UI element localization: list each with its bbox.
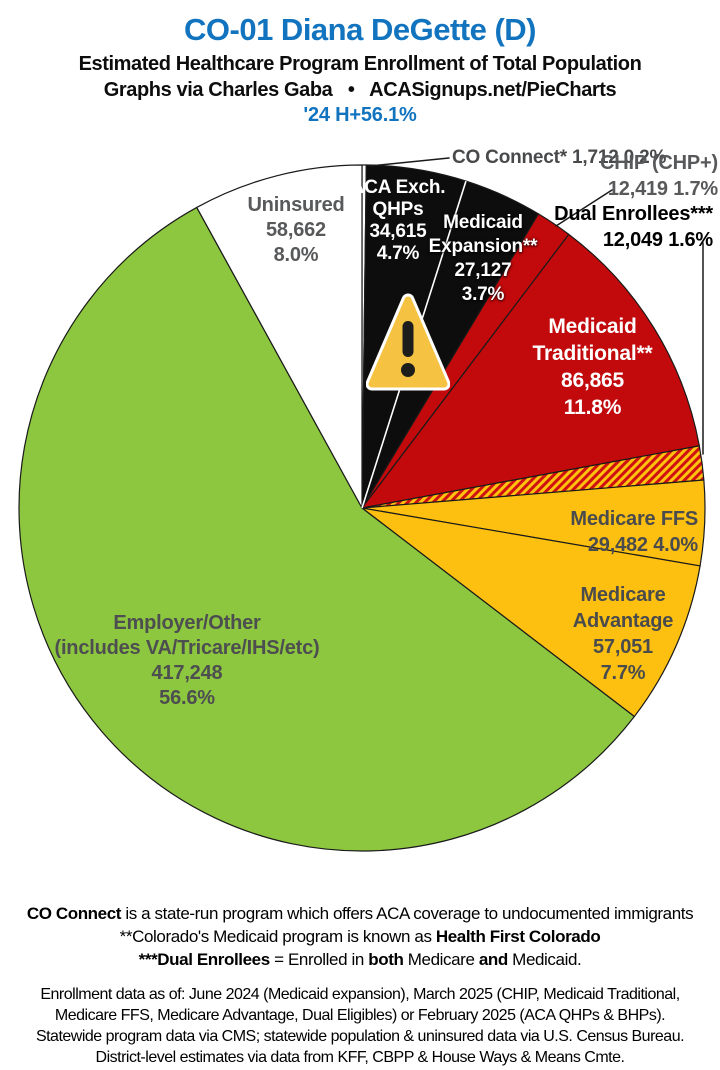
chip-value-pct: 12,419 1.7% — [607, 178, 718, 200]
chip-name: CHIP (CHP+) — [599, 152, 718, 174]
medex-pct: 3.7% — [461, 284, 505, 305]
employer-pct: 56.6% — [159, 687, 215, 709]
footnote-medicaid-name: **Colorado's Medicaid program is known a… — [119, 927, 601, 946]
medadv-name-2: Advantage — [572, 610, 674, 632]
employer-name: Employer/Other — [113, 612, 261, 634]
medtrad-pct: 11.8% — [563, 396, 622, 419]
aca-pct: 4.7% — [376, 243, 420, 264]
data-sources: Enrollment data as of: June 2024 (Medica… — [0, 984, 720, 1068]
medtrad-value: 86,865 — [560, 369, 625, 392]
dual-name: Dual Enrollees*** — [554, 203, 713, 225]
dual-value-pct: 12,049 1.6% — [602, 229, 713, 251]
subtitle: Estimated Healthcare Program Enrollment … — [78, 53, 642, 75]
uninsured-name: Uninsured — [247, 194, 345, 216]
uninsured-pct: 8.0% — [273, 244, 319, 266]
medex-value: 27,127 — [454, 260, 512, 281]
medtrad-name-2: Traditional** — [532, 342, 653, 365]
pie-wedges — [18, 164, 706, 852]
co-connect-label: CO Connect* 1,712 0.2% — [452, 147, 720, 168]
dual-enrollees-label: Dual Enrollees*** 12,049 1.6% — [483, 201, 713, 253]
pie-slice-uninsured — [196, 164, 363, 509]
footnote-co-connect: CO Connect is a state-run program which … — [26, 904, 694, 923]
co-connect-text: CO Connect* 1,712 0.2% — [452, 147, 667, 168]
pie-slice-employer-other-includes-va-tricare-ihs-etc — [18, 206, 635, 852]
medicaid-traditional-label: Medicaid Traditional** 86,865 11.8% — [510, 313, 675, 421]
source-line-1: Enrollment data as of: June 2024 (Medica… — [40, 986, 680, 1003]
aca-name-1: ACA Exch. — [350, 177, 446, 198]
medicare-ffs-label: Medicare FFS 29,482 4.0% — [498, 506, 698, 558]
employer-other-label: Employer/Other (includes VA/Tricare/IHS/… — [32, 611, 342, 711]
pie-slice-medicaid-traditional — [361, 233, 700, 509]
medadv-value: 57,051 — [593, 636, 653, 658]
credit-line: Graphs via Charles Gaba • ACASignups.net… — [103, 79, 617, 101]
aca-qhps-label: ACA Exch. QHPs 34,615 4.7% — [342, 177, 454, 265]
ffs-value-pct: 29,482 4.0% — [587, 534, 698, 556]
h-index-value: '24 H+56.1% — [303, 104, 417, 126]
medadv-pct: 7.7% — [600, 662, 646, 684]
leader-line — [369, 157, 450, 167]
aca-name-2: QHPs — [372, 199, 424, 220]
pie-slice-medicare-advantage — [361, 507, 701, 718]
aca-value: 34,615 — [369, 221, 427, 242]
medadv-name-1: Medicare — [580, 584, 666, 606]
medtrad-name-1: Medicaid — [548, 315, 637, 338]
ffs-name: Medicare FFS — [570, 508, 698, 530]
chip-label: CHIP (CHP+) 12,419 1.7% — [508, 150, 718, 202]
employer-includes: (includes VA/Tricare/IHS/etc) — [54, 637, 320, 659]
warning-icon — [366, 293, 450, 391]
medicare-advantage-label: Medicare Advantage 57,051 7.7% — [548, 582, 698, 686]
source-line-4: District-level estimates via data from K… — [95, 1049, 625, 1066]
source-line-3: Statewide program data via CMS; statewid… — [35, 1028, 685, 1045]
medex-name-2: Expansion** — [428, 236, 538, 257]
source-line-2: Medicare FFS, Medicare Advantage, Dual E… — [54, 1007, 666, 1024]
footnotes: CO Connect is a state-run program which … — [0, 902, 720, 971]
leader-line — [555, 189, 613, 227]
uninsured-value: 58,662 — [266, 219, 326, 241]
employer-value: 417,248 — [151, 662, 223, 684]
page-title: CO-01 Diana DeGette (D) — [184, 12, 536, 47]
medicaid-expansion-label: Medicaid Expansion** 27,127 3.7% — [416, 211, 550, 307]
medex-name-1: Medicaid — [443, 212, 523, 233]
uninsured-label: Uninsured 58,662 8.0% — [206, 193, 386, 268]
footnote-dual-enrollees: ***Dual Enrollees = Enrolled in both Med… — [138, 950, 582, 969]
